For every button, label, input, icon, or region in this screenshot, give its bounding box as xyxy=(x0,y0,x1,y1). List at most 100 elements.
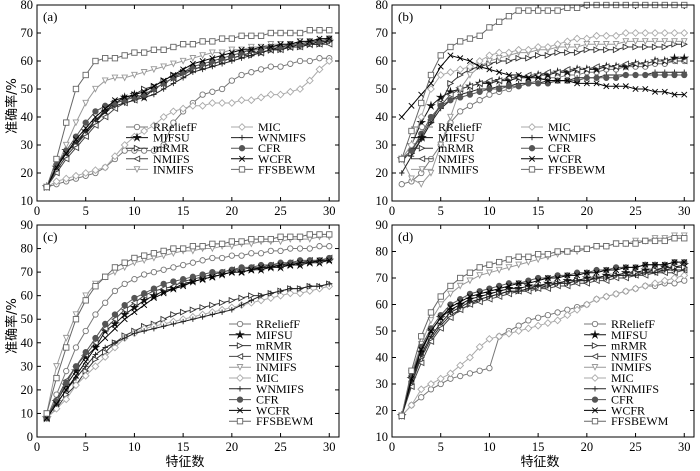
legend-label: MIFSU xyxy=(256,328,293,342)
data-point xyxy=(593,269,600,276)
data-point xyxy=(218,35,226,42)
data-point xyxy=(612,41,620,48)
data-point xyxy=(150,66,158,74)
data-point xyxy=(496,285,503,292)
data-point xyxy=(437,324,444,332)
legend-marker xyxy=(235,329,245,339)
data-point xyxy=(554,248,561,255)
legend-label: WNMIFS xyxy=(256,382,304,396)
legend-marker xyxy=(239,134,245,141)
data-point xyxy=(398,155,405,163)
data-point xyxy=(554,7,561,14)
data-point xyxy=(111,97,118,104)
data-point xyxy=(199,271,206,278)
chart-panel-3: 0 10 20 30 40 50 60 70 80 90 0 5 10 15 20 25 30 (c) RRelie… xyxy=(21,218,340,454)
y-tick-label: 20 xyxy=(376,404,389,418)
data-point xyxy=(681,259,688,266)
data-point xyxy=(662,267,668,273)
legend: RReliefFMIFSUmRMRNMIFSINMIFSMICWNMIFSCFR… xyxy=(229,317,314,428)
data-point xyxy=(101,352,110,361)
data-point xyxy=(505,13,513,20)
data-point xyxy=(632,240,639,247)
x-tick-label: 15 xyxy=(177,204,190,218)
legend: RReliefFMIFSUmRMRNMIFSINMIFSMICWNMIFSCFR… xyxy=(584,317,669,428)
legend-item: CFR xyxy=(229,393,279,407)
data-point xyxy=(316,283,323,289)
data-point xyxy=(111,315,119,323)
legend-marker xyxy=(591,374,599,382)
data-point xyxy=(248,250,255,257)
data-point xyxy=(631,29,640,37)
data-point xyxy=(447,304,454,311)
data-point xyxy=(277,262,284,269)
data-point xyxy=(681,267,687,273)
data-point xyxy=(141,290,148,297)
data-point xyxy=(632,264,639,271)
legend-item: MIFSU xyxy=(584,328,648,342)
panel-label: (d) xyxy=(398,229,413,244)
data-point xyxy=(101,325,109,333)
data-point xyxy=(642,43,649,51)
data-point xyxy=(111,264,119,271)
x-tick-label: 20 xyxy=(581,204,594,218)
data-point xyxy=(72,372,79,379)
data-point xyxy=(179,245,187,252)
data-point xyxy=(102,299,109,306)
legend-label: MIC xyxy=(256,371,279,385)
data-point xyxy=(622,240,629,247)
data-point xyxy=(584,277,590,284)
data-point xyxy=(466,71,474,79)
data-point xyxy=(681,235,688,242)
data-point xyxy=(447,113,454,121)
data-point xyxy=(248,266,255,273)
data-point xyxy=(504,48,513,57)
data-point xyxy=(43,183,50,191)
data-point xyxy=(486,91,493,98)
data-point xyxy=(427,309,435,316)
data-point xyxy=(72,136,79,143)
legend-label: WCFR xyxy=(256,403,290,417)
data-point xyxy=(219,52,226,59)
data-point xyxy=(160,247,167,255)
data-point xyxy=(466,370,474,377)
data-point xyxy=(140,127,149,135)
data-point xyxy=(267,43,274,51)
legend-item: WCFR xyxy=(231,152,292,166)
data-point xyxy=(257,32,265,39)
data-point xyxy=(661,88,668,95)
data-point xyxy=(296,233,304,240)
data-point xyxy=(190,69,196,75)
data-point xyxy=(326,35,333,42)
legend-item: mRMR xyxy=(229,339,292,353)
x-tick-label: 30 xyxy=(323,204,336,218)
data-point xyxy=(621,287,630,296)
data-point xyxy=(583,65,590,73)
legend-label: FFSBEWM xyxy=(258,162,316,176)
data-point xyxy=(141,88,148,95)
data-point xyxy=(417,385,426,394)
data-point xyxy=(612,74,620,81)
data-point xyxy=(277,233,284,240)
data-point xyxy=(266,90,275,99)
data-point xyxy=(456,65,465,74)
x-tick-label: 0 xyxy=(389,440,395,454)
legend-marker xyxy=(591,342,599,350)
data-point xyxy=(267,63,274,70)
data-point xyxy=(228,77,235,84)
data-point xyxy=(603,243,610,250)
y-axis-label-top: 准确率/% xyxy=(4,78,20,134)
data-point xyxy=(544,311,552,319)
data-point xyxy=(111,74,119,82)
legend-marker xyxy=(236,418,244,425)
data-point xyxy=(218,99,227,107)
data-point xyxy=(612,289,621,298)
data-point xyxy=(228,269,235,276)
y-tick-label: 80 xyxy=(21,242,34,256)
data-point xyxy=(258,43,265,51)
legend-label: CFR xyxy=(258,141,281,155)
data-point xyxy=(525,285,532,292)
legend-marker xyxy=(236,342,244,350)
data-point xyxy=(258,264,265,271)
data-point xyxy=(447,309,454,316)
